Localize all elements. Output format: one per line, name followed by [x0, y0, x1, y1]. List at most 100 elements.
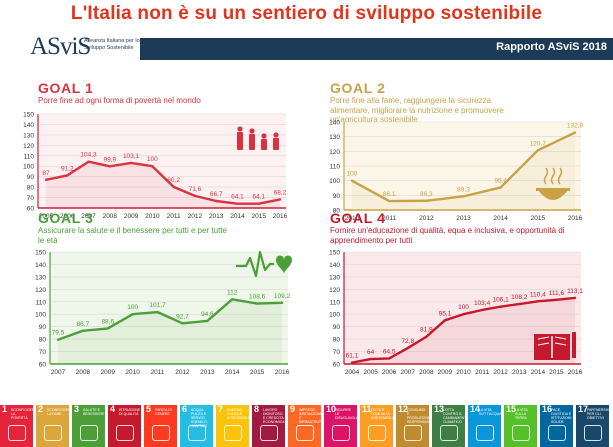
data-point	[369, 357, 372, 361]
x-tick-label: 2008	[76, 369, 91, 376]
data-label: 66,7	[210, 191, 223, 198]
sdg-tile-15: 15 LA VITA SULLA TERRA	[504, 405, 537, 447]
header-band	[0, 38, 613, 60]
data-point	[499, 186, 502, 189]
y-tick-label: 110	[24, 153, 35, 160]
x-tick-label: 2009	[101, 369, 116, 376]
plot-background	[50, 252, 288, 364]
y-tick-label: 150	[23, 112, 34, 119]
data-label: 132,8	[567, 123, 584, 130]
y-tick-label: 110	[330, 299, 341, 306]
equal-icon	[332, 425, 350, 441]
data-point	[278, 198, 282, 201]
infinity-icon	[404, 425, 422, 441]
data-point	[44, 178, 48, 181]
sdg-tile-6: 6 ACQUA PULITA E SERVIZI IGIENICO-SANITAR…	[180, 405, 213, 447]
data-label: 81,9	[420, 327, 433, 334]
data-point	[56, 338, 60, 341]
sdg-number: 9	[290, 405, 296, 414]
y-tick-label: 70	[333, 349, 341, 356]
goal2-chart: 80 90 100 110 120 130 140 2010 2011 2012 2013 2014 2…	[329, 120, 584, 223]
data-label: 108,6	[249, 294, 266, 301]
sdg-number: 7	[218, 405, 224, 414]
sdg-number: 14	[470, 405, 481, 414]
data-label: 100	[127, 304, 138, 311]
asvis-logo: ASviS	[30, 33, 91, 60]
data-point	[106, 327, 109, 330]
sdg-number: 12	[398, 405, 409, 414]
y-tick-label: 100	[23, 164, 34, 171]
data-point	[87, 160, 90, 163]
data-label: 94,6	[201, 311, 214, 318]
sdg-tile-17: 17PARTNERSHIP PER GLI OBIETTIVI	[576, 405, 609, 447]
sdg-label: LA VITA SOTT'ACQUA	[479, 408, 501, 416]
sdg-number: 2	[38, 405, 44, 414]
data-point	[172, 185, 175, 189]
data-point	[231, 298, 234, 301]
data-label: 64,1	[252, 194, 265, 201]
series-area	[46, 161, 280, 208]
y-tick-label: 130	[23, 132, 34, 139]
x-tick-label: 2005	[363, 369, 378, 376]
data-point	[350, 361, 354, 364]
sdg-number: 6	[182, 405, 188, 414]
sdg-number: 13	[434, 405, 445, 414]
sdg-label: SCONFIGGERE LA FAME	[47, 408, 69, 416]
data-point	[573, 296, 577, 300]
series-area	[58, 299, 282, 364]
data-point	[573, 131, 577, 134]
sdg-number: 8	[254, 405, 260, 414]
data-point	[536, 149, 540, 152]
goal2-desc: Porre fine alla fame, raggiungere la sic…	[330, 96, 504, 124]
sdg-tile-8: 8 LAVORO DIGNITOSO E CRESCITA ECONOMICA	[252, 405, 285, 447]
sdg-tile-5: 5 PARITÀ DI GENERE	[144, 405, 177, 447]
x-tick-label: 2013	[456, 215, 471, 222]
sdg-label: LA VITA SULLA TERRA	[515, 408, 528, 420]
data-label: 64,1	[231, 194, 244, 201]
data-label: 120,7	[530, 140, 547, 147]
series-area	[352, 132, 575, 210]
y-tick-label: 100	[35, 312, 46, 319]
x-tick-label: 2012	[493, 369, 508, 376]
data-label: 104,3	[80, 152, 97, 159]
sdg-tile-14: 14 LA VITA SOTT'ACQUA	[468, 405, 501, 447]
y-tick-label: 80	[333, 208, 341, 215]
y-tick-label: 150	[35, 250, 46, 257]
data-label: 100	[347, 171, 358, 178]
data-point	[280, 301, 284, 304]
goal1-desc: Porre fine ad ogni forma di povertà nel …	[38, 96, 201, 105]
y-tick-label: 90	[333, 193, 341, 200]
data-point	[257, 202, 260, 205]
goal2-title: GOAL 2	[330, 80, 386, 96]
data-label: 86,1	[383, 191, 396, 198]
headline: L'Italia non è su un sentiero di svilupp…	[70, 3, 543, 24]
y-tick-label: 120	[329, 287, 340, 294]
bowl-icon	[536, 167, 570, 200]
y-tick-label: 60	[333, 362, 341, 369]
data-label: 72,8	[401, 338, 414, 345]
sdg-tile-1: 1SCONFIGGERE LA POVERTÀ	[0, 405, 33, 447]
logo-area	[0, 30, 140, 70]
data-point	[151, 165, 154, 168]
y-tick-label: 80	[333, 337, 341, 344]
data-point	[193, 194, 197, 198]
data-point	[131, 313, 134, 316]
x-tick-label: 2005	[39, 213, 54, 220]
sdg-tile-16: 16 PACE, GIUSTIZIA E ISTITUZIONI SOLIDE	[540, 405, 573, 447]
y-tick-label: 70	[39, 349, 47, 356]
goal4-title: GOAL 4	[330, 210, 386, 226]
book-icon	[116, 425, 134, 441]
tree-icon	[512, 425, 530, 441]
goal1-title: GOAL 1	[38, 80, 94, 96]
y-tick-label: 110	[330, 164, 341, 171]
series-area	[352, 297, 575, 364]
y-tick-label: 140	[329, 262, 340, 269]
x-tick-label: 2014	[225, 369, 240, 376]
goal4-chart: 60 70 80 90 100 110 120 130 140 150 2004 2005 2006 20…	[329, 250, 583, 377]
data-point	[108, 165, 112, 168]
y-tick-label: 140	[23, 122, 34, 129]
x-tick-label: 2015	[531, 215, 546, 222]
data-label: 100	[458, 304, 469, 311]
data-label: 61,1	[346, 353, 359, 360]
y-tick-label: 100	[329, 178, 340, 185]
